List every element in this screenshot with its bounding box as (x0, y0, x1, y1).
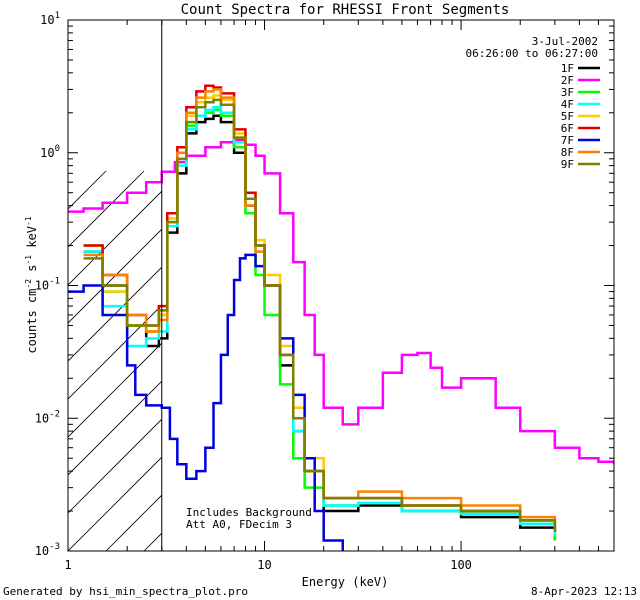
hatch-line (68, 342, 162, 438)
axis-ticks: 1 10 100 10-3 10-2 10-1 100 101 (35, 11, 615, 572)
hatch-line (524, 171, 640, 551)
hatch-line (68, 170, 145, 248)
legend-label-1F: 1F (561, 62, 574, 75)
hatch-line (68, 380, 162, 476)
timestamp-footer: 8-Apr-2023 12:13 (531, 585, 637, 598)
hatch-line (68, 170, 107, 210)
y-tick-label: 10-1 (35, 277, 60, 293)
hatch-line (334, 171, 640, 551)
date-label: 3-Jul-2002 (532, 35, 598, 48)
hatch-line (68, 304, 162, 400)
legend-label-3F: 3F (561, 86, 574, 99)
annotation-attenuator: Att A0, FDecim 3 (186, 518, 292, 531)
legend-label-4F: 4F (561, 98, 574, 111)
hatch-line (486, 171, 640, 551)
series-5F-line (83, 94, 557, 532)
hatch-line (372, 171, 640, 551)
generated-by-footer: Generated by hsi_min_spectra_plot.pro (3, 585, 248, 598)
x-tick-label: 1 (64, 558, 71, 572)
series-1F-line (83, 114, 557, 541)
legend-label-6F: 6F (561, 122, 574, 135)
x-tick-label: 100 (450, 558, 472, 572)
hatch-line (182, 171, 562, 551)
series-9F-line (83, 98, 557, 532)
legend-label-5F: 5F (561, 110, 574, 123)
legend-label-2F: 2F (561, 74, 574, 87)
hatched-region (68, 170, 640, 551)
legend-label-8F: 8F (561, 146, 574, 159)
y-tick-label: 101 (40, 11, 60, 27)
annotation-background: Includes Background (186, 506, 312, 519)
hatch-line (68, 456, 162, 551)
hatch-line (105, 494, 162, 551)
hatch-line (410, 171, 640, 551)
legend-label-9F: 9F (561, 158, 574, 171)
legend-label-7F: 7F (561, 134, 574, 147)
hatch-line (143, 532, 162, 551)
x-tick-label: 10 (257, 558, 271, 572)
y-tick-label: 10-2 (35, 409, 60, 425)
series-2F-line (68, 138, 614, 465)
y-axis-label: counts cm-2 s-1 keV-1 (24, 216, 39, 353)
time-range-label: 06:26:00 to 06:27:00 (466, 47, 598, 60)
hatch-line (562, 171, 640, 551)
hatch-line (296, 171, 640, 551)
hatch-line (68, 190, 162, 286)
plot-frame (67, 19, 615, 552)
hatch-line (68, 228, 162, 324)
y-tick-label: 10-3 (35, 542, 60, 558)
y-tick-label: 100 (40, 144, 60, 160)
hatch-line (220, 171, 600, 551)
hatch-line (448, 171, 640, 551)
hatch-line (600, 171, 640, 551)
chart-title: Count Spectra for RHESSI Front Segments (181, 2, 510, 18)
x-axis-label: Energy (keV) (302, 575, 389, 589)
series-group (68, 84, 614, 551)
hatch-line (68, 418, 162, 514)
